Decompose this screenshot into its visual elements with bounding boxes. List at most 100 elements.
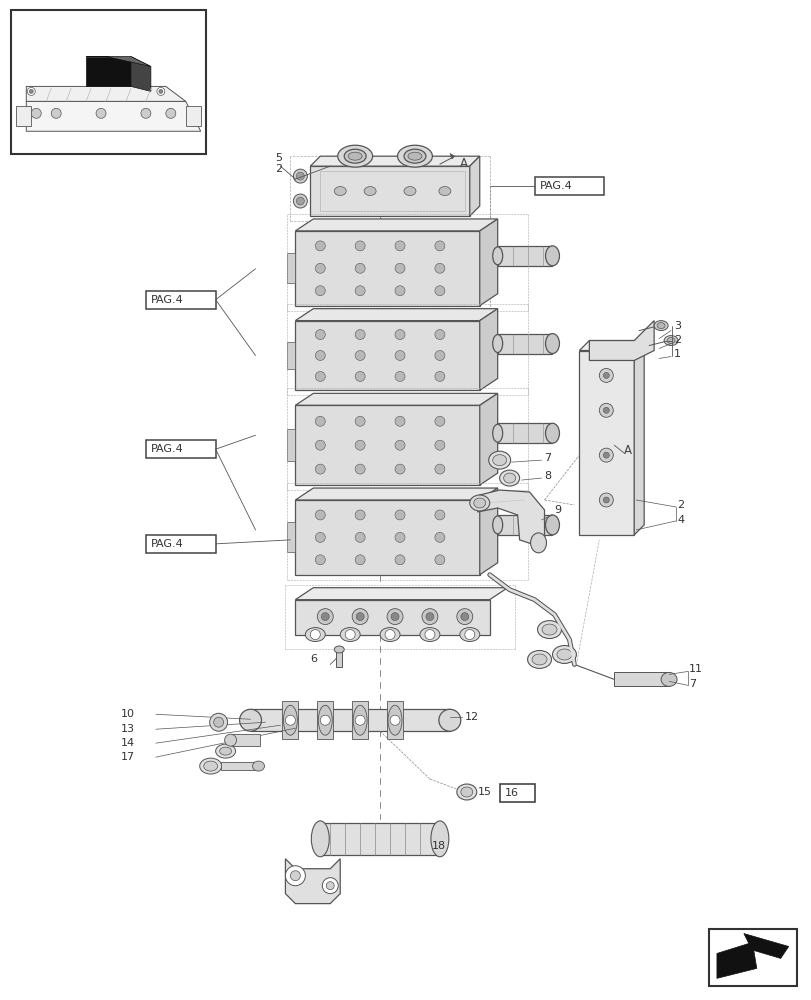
Circle shape (435, 440, 444, 450)
Polygon shape (287, 429, 295, 461)
Ellipse shape (404, 149, 426, 163)
Bar (295, 231, 479, 306)
Bar (320, 823, 440, 855)
Ellipse shape (404, 187, 415, 196)
Ellipse shape (527, 650, 551, 668)
Bar (282, 701, 298, 739)
Text: PAG.4: PAG.4 (151, 295, 183, 305)
Circle shape (389, 715, 400, 725)
Ellipse shape (663, 336, 677, 346)
Ellipse shape (459, 628, 479, 642)
Circle shape (394, 371, 405, 381)
Circle shape (157, 87, 165, 95)
Bar (146, 440, 216, 458)
Circle shape (394, 286, 405, 296)
Polygon shape (295, 488, 497, 500)
Circle shape (435, 330, 444, 340)
Ellipse shape (252, 761, 264, 771)
Circle shape (435, 510, 444, 520)
Ellipse shape (353, 705, 367, 735)
Circle shape (290, 871, 300, 881)
Circle shape (322, 878, 338, 894)
Circle shape (603, 407, 608, 413)
Polygon shape (470, 156, 479, 216)
Circle shape (315, 241, 325, 251)
Circle shape (356, 613, 363, 621)
Circle shape (296, 197, 304, 205)
Ellipse shape (213, 717, 223, 727)
Circle shape (315, 263, 325, 273)
Ellipse shape (439, 709, 461, 731)
Circle shape (394, 416, 405, 426)
Ellipse shape (542, 624, 556, 635)
Text: 6: 6 (310, 654, 317, 664)
Text: 2: 2 (676, 500, 684, 510)
Text: 7: 7 (544, 453, 551, 463)
Circle shape (603, 452, 608, 458)
Polygon shape (310, 156, 479, 166)
Bar (11, 10, 205, 154)
Polygon shape (295, 219, 497, 231)
Polygon shape (479, 309, 497, 390)
Circle shape (315, 440, 325, 450)
Ellipse shape (556, 649, 571, 660)
Circle shape (394, 330, 405, 340)
Text: 7: 7 (689, 679, 695, 689)
Circle shape (315, 371, 325, 381)
Circle shape (317, 609, 333, 625)
Circle shape (457, 609, 472, 625)
Ellipse shape (470, 495, 489, 511)
Ellipse shape (439, 187, 450, 196)
Circle shape (285, 866, 305, 886)
Circle shape (326, 882, 334, 890)
Ellipse shape (545, 515, 559, 535)
Ellipse shape (545, 423, 559, 443)
Circle shape (315, 510, 325, 520)
Circle shape (435, 371, 444, 381)
Circle shape (464, 630, 474, 640)
Circle shape (599, 448, 612, 462)
Circle shape (394, 555, 405, 565)
Ellipse shape (530, 533, 546, 553)
Ellipse shape (407, 152, 422, 160)
Ellipse shape (305, 628, 325, 642)
Ellipse shape (340, 628, 360, 642)
Circle shape (310, 630, 320, 640)
Circle shape (354, 241, 365, 251)
Text: 2: 2 (275, 164, 282, 174)
Circle shape (394, 351, 405, 360)
Text: 10: 10 (121, 709, 135, 719)
Ellipse shape (457, 784, 476, 800)
Bar (708, 929, 796, 986)
Bar (614, 672, 668, 686)
Circle shape (435, 241, 444, 251)
Text: PAG.4: PAG.4 (151, 444, 183, 454)
Polygon shape (579, 341, 643, 351)
Circle shape (422, 609, 437, 625)
Bar (320, 171, 464, 211)
Ellipse shape (654, 321, 667, 331)
Bar (499, 784, 534, 802)
Circle shape (354, 440, 365, 450)
Polygon shape (86, 57, 131, 86)
Bar (336, 649, 341, 667)
Ellipse shape (397, 145, 432, 167)
Circle shape (315, 532, 325, 542)
Ellipse shape (492, 424, 502, 442)
Text: A: A (624, 444, 632, 457)
Circle shape (32, 108, 41, 118)
Polygon shape (26, 86, 186, 101)
Text: 5: 5 (275, 153, 282, 163)
Circle shape (296, 172, 304, 180)
Circle shape (315, 330, 325, 340)
Circle shape (599, 368, 612, 382)
Bar (317, 701, 333, 739)
Circle shape (354, 351, 365, 360)
Circle shape (354, 330, 365, 340)
Circle shape (391, 613, 398, 621)
Circle shape (599, 403, 612, 417)
Bar (295, 500, 479, 575)
Ellipse shape (667, 338, 674, 344)
Ellipse shape (531, 654, 547, 665)
Circle shape (461, 613, 468, 621)
